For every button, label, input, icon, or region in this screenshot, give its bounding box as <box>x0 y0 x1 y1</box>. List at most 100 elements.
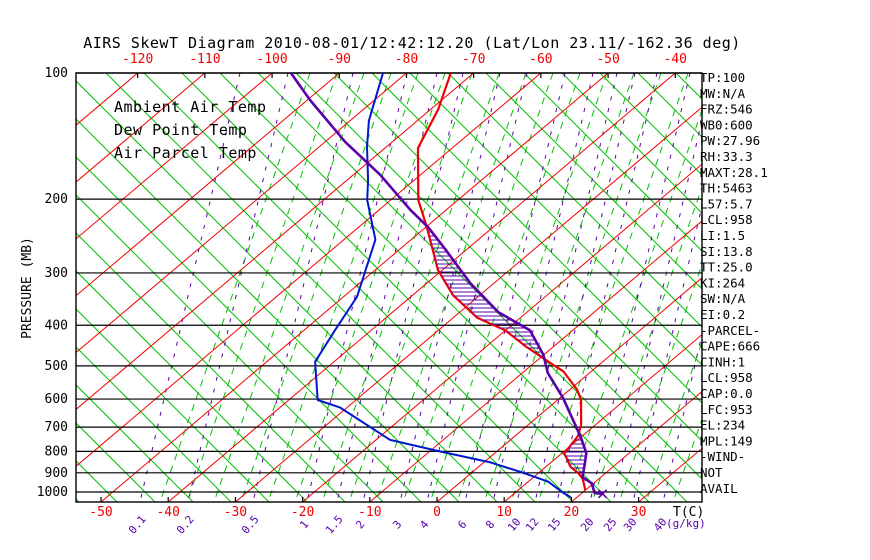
mixing-ratio-line <box>612 117 702 502</box>
dry-adiabat-line <box>105 73 536 502</box>
legend-item-label: Air Parcel Temp <box>114 144 257 162</box>
mixing-ratio-tick-label: 1.5 <box>323 513 346 537</box>
moist-adiabat-line <box>672 417 702 502</box>
moist-adiabat-line <box>645 340 702 502</box>
stats-panel-item: FRZ:546 <box>700 102 753 117</box>
isotherm-line <box>436 277 702 502</box>
moist-adiabat-line <box>267 73 419 502</box>
stats-panel-item: TT:25.0 <box>700 260 753 275</box>
moist-adiabat-line <box>510 73 662 502</box>
isotherm-line <box>100 73 609 502</box>
dry-adiabat-line <box>409 73 702 366</box>
chart-title: AIRS SkewT Diagram 2010-08-01/12:42:12.2… <box>83 34 740 52</box>
mixing-ratio-line <box>306 73 408 502</box>
stats-panel-item: PW:27.96 <box>700 133 760 148</box>
dry-adiabat-line <box>76 460 118 502</box>
mixing-ratio-line <box>589 73 691 502</box>
stats-panel-item: KI:264 <box>700 275 745 290</box>
dry-adiabat-line <box>76 80 498 502</box>
dry-adiabat-line <box>76 346 232 502</box>
top-temp-tick-label: -120 <box>122 52 153 67</box>
pressure-tick-label: 100 <box>45 66 68 81</box>
top-temp-tick-label: -110 <box>189 52 220 67</box>
stats-panel-item: SI:13.8 <box>700 244 753 259</box>
stats-panel-item: TP:100 <box>700 70 745 85</box>
stats-panel-item: MW:N/A <box>700 86 746 101</box>
pressure-axis-labels: 100 200 300 400 500 600 700 800 900 1000 <box>37 66 68 500</box>
bottom-temp-tick-label: -20 <box>291 505 314 520</box>
ambient-temp-curve <box>416 72 587 491</box>
dry-adiabat-line <box>76 422 156 502</box>
mixing-ratio-line <box>187 73 289 502</box>
mixing-ratio-tick-label: 4 <box>417 518 431 532</box>
isotherm-line <box>235 106 702 502</box>
dry-adiabat-line <box>76 498 80 502</box>
isotherm-line <box>369 220 702 502</box>
temp-unit-label: T(C) <box>673 505 704 520</box>
mixing-ratio-line <box>139 73 241 502</box>
dry-adiabat-line <box>143 73 574 502</box>
stats-panel-item: LFC:953 <box>700 402 753 417</box>
stats-panel-item: RH:33.3 <box>700 149 753 164</box>
top-temp-tick-label: -70 <box>462 52 485 67</box>
stats-panel-item: L57:5.7 <box>700 196 753 211</box>
isotherm-line <box>302 163 702 502</box>
legend-item-label: Ambient Air Temp <box>114 98 267 116</box>
moist-adiabat-line <box>564 108 702 502</box>
dry-adiabat-line <box>76 232 346 502</box>
parcel-temp-curve <box>289 72 603 496</box>
top-temp-tick-label: -40 <box>664 52 687 67</box>
mixing-ratio-line <box>399 73 501 502</box>
mixing-ratio-line <box>252 73 354 502</box>
top-temp-tick-label: -50 <box>596 52 619 67</box>
legend-item-label: Dew Point Temp <box>114 121 247 139</box>
bottom-temp-tick-label: -30 <box>224 505 247 520</box>
dry-adiabat-line <box>447 73 702 328</box>
mixing-unit-label: (g/kg) <box>666 517 706 530</box>
isotherm-line <box>76 73 206 183</box>
stats-panel-item: SW:N/A <box>700 291 746 306</box>
moist-adiabat-line <box>186 73 338 502</box>
mixing-ratio-tick-label: 20 <box>578 515 596 534</box>
isotherm-line <box>76 73 273 240</box>
bottom-temp-tick-label: -10 <box>358 505 381 520</box>
isotherm-line <box>503 334 702 502</box>
mixing-ratio-tick-label: 2 <box>353 518 367 531</box>
stats-panel-item: EL:234 <box>700 418 745 433</box>
parcel-temp-curve <box>289 72 603 496</box>
stats-panel-item: -WIND- <box>700 449 745 464</box>
pressure-axis-title: PRESSURE (MB) <box>20 237 35 339</box>
stats-panel-item: LCL:958 <box>700 212 753 227</box>
bottom-temp-tick-label: 20 <box>564 505 580 520</box>
isotherm-line <box>76 73 542 467</box>
stats-panel-item: LCL:958 <box>700 370 753 385</box>
pressure-tick-label: 800 <box>45 444 68 459</box>
mixing-ratio-line <box>464 73 566 502</box>
bottom-temp-tick-label: -40 <box>156 505 179 520</box>
stats-panel-item: -PARCEL- <box>700 323 760 338</box>
isotherm-line <box>0 73 70 502</box>
dew-point-curve <box>314 72 572 499</box>
moist-adiabat-line <box>321 73 473 502</box>
top-temp-tick-label: -80 <box>395 52 418 67</box>
mixing-ratio-tick-label: 1 <box>297 518 311 531</box>
stats-panel: TP:100MW:N/AFRZ:546WB0:600PW:27.96RH:33.… <box>700 70 768 496</box>
moist-adiabat-line <box>456 73 608 502</box>
top-temp-tick-label: -100 <box>256 52 287 67</box>
bottom-temp-tick-label: -50 <box>89 505 112 520</box>
mixing-ratio-line <box>492 73 594 502</box>
mixing-ratio-tick-label: 8 <box>483 518 497 531</box>
stats-panel-item: MPL:149 <box>700 433 753 448</box>
isotherm-line <box>76 73 407 354</box>
dry-adiabat-line <box>76 308 270 502</box>
stats-panel-item: CAPE:666 <box>700 339 760 354</box>
dry-adiabat-line <box>76 384 194 502</box>
dry-adiabat-line <box>76 194 384 502</box>
dry-adiabat-line <box>76 270 308 502</box>
mixing-ratio-tick-label: 6 <box>455 518 469 531</box>
bottom-temp-tick-label: 0 <box>433 505 441 520</box>
mixing-ratio-line <box>426 73 528 502</box>
isotherm-line <box>167 73 676 502</box>
temp-axis-labels-bottom: -50 -40 -30 -20 -10 0 10 20 30 <box>89 505 646 520</box>
